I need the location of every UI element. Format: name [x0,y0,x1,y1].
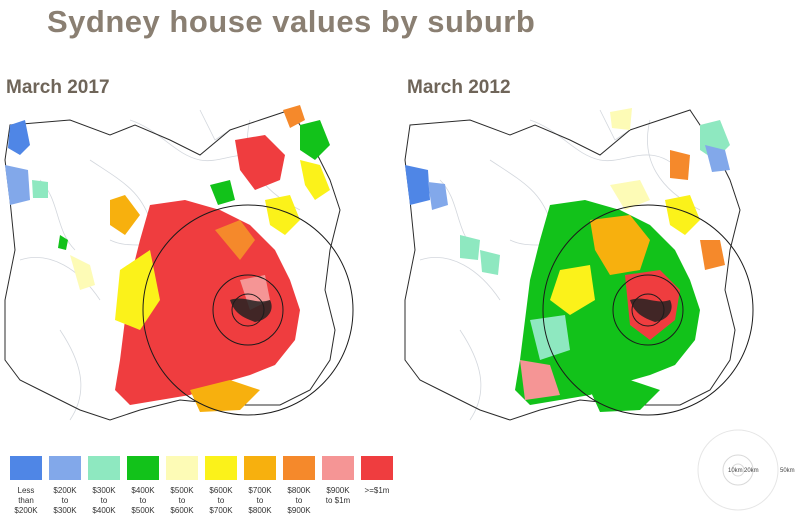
legend-item: $400K to $500K [127,456,159,516]
region-outline [4,109,341,421]
page-title: Sydney house values by suburb [47,4,536,39]
legend-swatch [244,456,276,480]
scale-label-10km: 10km [728,468,743,474]
legend-item: $300K to $400K [88,456,120,516]
legend-label: $700K to $800K [248,486,272,515]
legend-label: Less than $200K [14,486,38,515]
legend-swatch [361,456,393,480]
legend-item: $200K to $300K [49,456,81,516]
scale-label-50km: 50km [780,468,795,474]
distance-rings-2017 [142,204,354,416]
legend-swatch [127,456,159,480]
scale-ring-20km [722,454,754,486]
harbour [230,298,272,322]
distance-rings-2012 [542,204,754,416]
legend-item: Less than $200K [10,456,42,516]
legend-label: $400K to $500K [131,486,155,515]
legend-label: $200K to $300K [53,486,77,515]
value-regions-2012 [405,108,730,412]
scale-ring-10km [731,463,745,477]
legend-item: $800K to $900K [283,456,315,516]
region-outline [404,109,741,421]
legend-swatch [322,456,354,480]
legend-item: $600K to $700K [205,456,237,516]
legend-item: $900K to $1m [322,456,354,516]
legend: Less than $200K $200K to $300K $300K to $4… [10,456,393,516]
map-march-2017 [4,105,354,421]
legend-label: $500K to $600K [170,486,194,515]
legend-swatch [166,456,198,480]
map-march-2012 [404,108,754,421]
scale-reference: 10km 20km 50km [697,429,795,511]
map-title-2012: March 2012 [407,77,511,98]
legend-swatch [49,456,81,480]
legend-label: >=$1m [364,486,390,495]
legend-item: >=$1m [361,456,393,516]
legend-swatch [10,456,42,480]
legend-swatch [205,456,237,480]
map-title-2017: March 2017 [6,77,110,98]
scale-ring-50km [697,429,779,511]
legend-label: $900K to $1m [325,486,351,505]
scale-label-20km: 20km [744,468,759,474]
harbour [630,298,672,322]
value-regions-2017 [5,105,330,412]
legend-label: $800K to $900K [287,486,311,515]
legend-swatch [88,456,120,480]
legend-label: $300K to $400K [92,486,116,515]
legend-swatch [283,456,315,480]
legend-item: $500K to $600K [166,456,198,516]
legend-item: $700K to $800K [244,456,276,516]
legend-label: $600K to $700K [209,486,233,515]
